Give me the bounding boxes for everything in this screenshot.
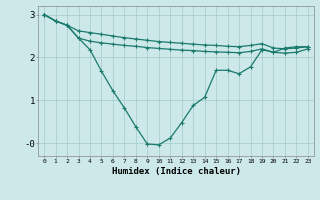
X-axis label: Humidex (Indice chaleur): Humidex (Indice chaleur): [111, 167, 241, 176]
